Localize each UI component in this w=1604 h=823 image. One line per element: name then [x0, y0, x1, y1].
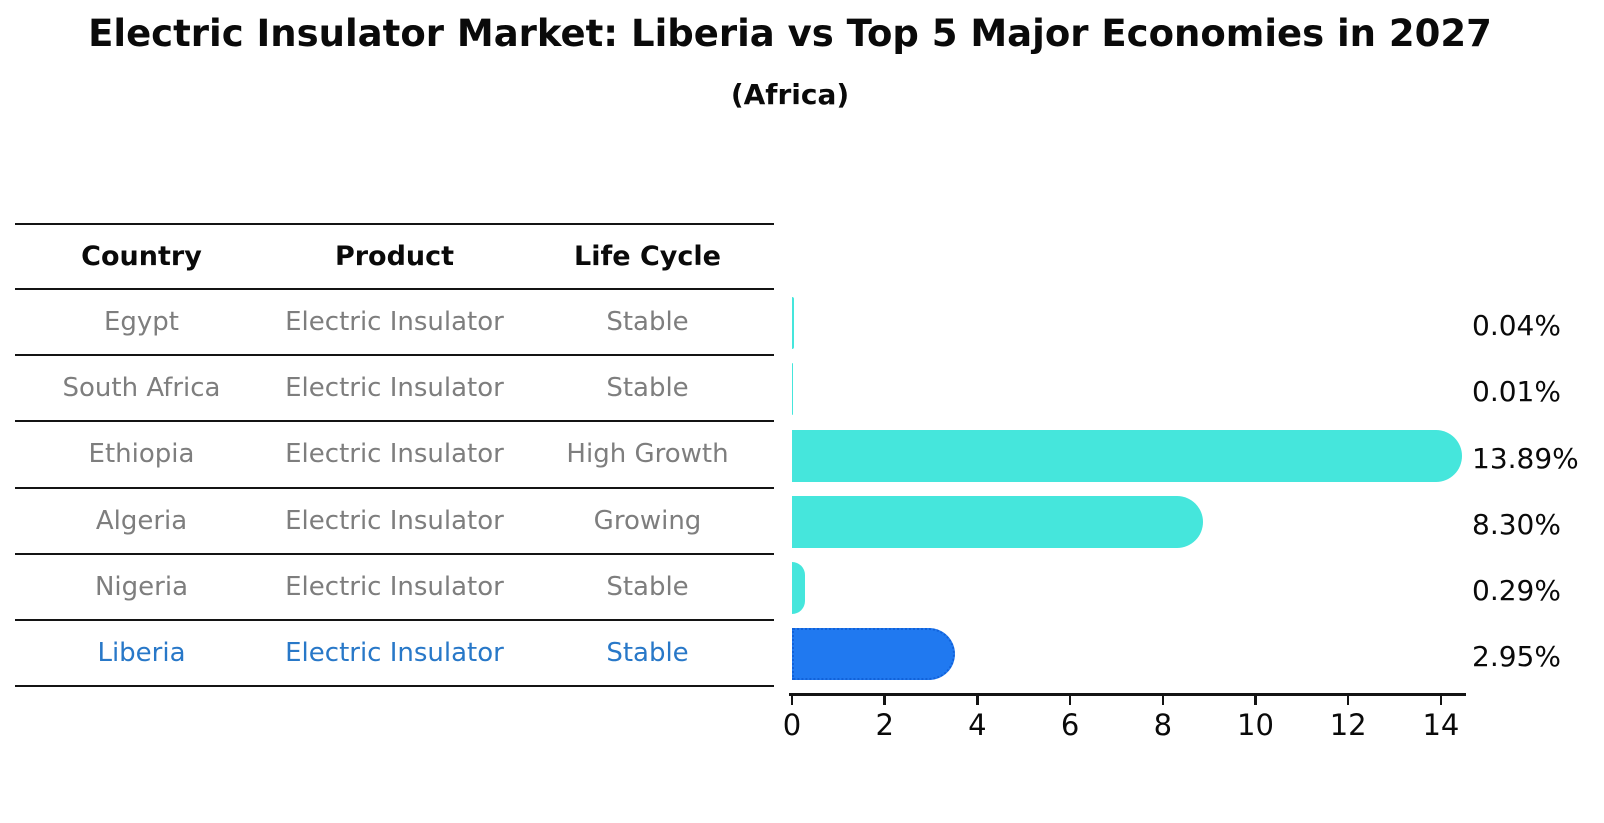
x-axis-tick-label: 4	[968, 708, 987, 742]
bar-value-label-nigeria: 0.29%	[1472, 573, 1561, 607]
column-header-country: Country	[81, 241, 202, 272]
bar-south-africa	[792, 363, 794, 416]
x-axis-tick	[1161, 695, 1165, 705]
x-axis-tick	[1439, 695, 1443, 705]
column-header-life-cycle: Life Cycle	[574, 241, 721, 272]
chart-subtitle: (Africa)	[730, 78, 850, 111]
column-header-product: Product	[334, 241, 455, 272]
product-cell: Electric Insulator	[285, 571, 504, 602]
country-cell: Nigeria	[94, 571, 189, 602]
x-axis-tick-label: 8	[1153, 708, 1173, 742]
x-axis-tick	[1254, 695, 1257, 705]
country-cell: South Africa	[62, 373, 221, 404]
comparison-table: Country Product Life Cycle Egypt Electri…	[15, 223, 774, 688]
country-cell: Liberia	[97, 638, 186, 669]
country-cell: Algeria	[95, 505, 188, 536]
bar-algeria	[792, 495, 1203, 548]
x-axis-tick-label: 12	[1329, 708, 1367, 742]
table-row-egypt: Egypt Electric Insulator Stable	[15, 290, 774, 357]
x-axis-tick-label: 2	[875, 708, 894, 742]
table-row-algeria: Algeria Electric Insulator Growing	[15, 489, 774, 555]
bar-nigeria	[792, 561, 806, 614]
x-axis-tick	[976, 695, 979, 705]
product-cell: Electric Insulator	[285, 307, 504, 338]
table-row-nigeria: Nigeria Electric Insulator Stable	[15, 555, 774, 621]
bar-ethiopia	[792, 429, 1462, 482]
lifecycle-cell: Stable	[606, 307, 689, 338]
table-body: Egypt Electric Insulator Stable South Af…	[15, 290, 774, 688]
bar-liberia	[792, 628, 955, 681]
table-header-row: Country Product Life Cycle	[15, 223, 774, 290]
x-axis-tick-label: 0	[782, 708, 802, 742]
country-cell: Ethiopia	[88, 439, 195, 470]
product-cell: Electric Insulator	[285, 638, 504, 669]
lifecycle-cell: Stable	[606, 373, 689, 404]
table-row-south-africa: South Africa Electric Insulator Stable	[15, 356, 774, 423]
lifecycle-cell: Stable	[606, 571, 689, 602]
bar-value-label-algeria: 8.30%	[1472, 507, 1561, 541]
table-row-liberia: Liberia Electric Insulator Stable	[15, 621, 774, 688]
bar-value-label-south-africa: 0.01%	[1472, 375, 1561, 409]
x-axis-tick-label: 10	[1237, 708, 1274, 742]
bar-value-label-liberia: 2.95%	[1472, 640, 1561, 674]
lifecycle-cell: Growing	[593, 505, 702, 536]
bar-value-label-ethiopia: 13.89%	[1472, 441, 1579, 475]
product-cell: Electric Insulator	[285, 373, 504, 404]
product-cell: Electric Insulator	[285, 505, 504, 536]
lifecycle-cell: High Growth	[566, 439, 729, 470]
x-axis-tick	[790, 695, 794, 705]
x-axis-tick	[883, 695, 886, 705]
table-row-ethiopia: Ethiopia Electric Insulator High Growth	[15, 422, 774, 489]
lifecycle-cell: Stable	[606, 638, 689, 669]
country-cell: Egypt	[103, 307, 180, 338]
x-axis-tick	[1346, 695, 1350, 705]
product-cell: Electric Insulator	[285, 439, 504, 470]
x-axis-tick	[1068, 695, 1072, 705]
x-axis-line	[789, 693, 1466, 696]
x-axis-tick-label: 14	[1422, 708, 1460, 742]
bar-egypt	[792, 297, 794, 350]
bar-value-label-egypt: 0.04%	[1472, 309, 1561, 343]
x-axis-tick-label: 6	[1060, 708, 1080, 742]
chart-title: Electric Insulator Market: Liberia vs To…	[88, 12, 1492, 55]
